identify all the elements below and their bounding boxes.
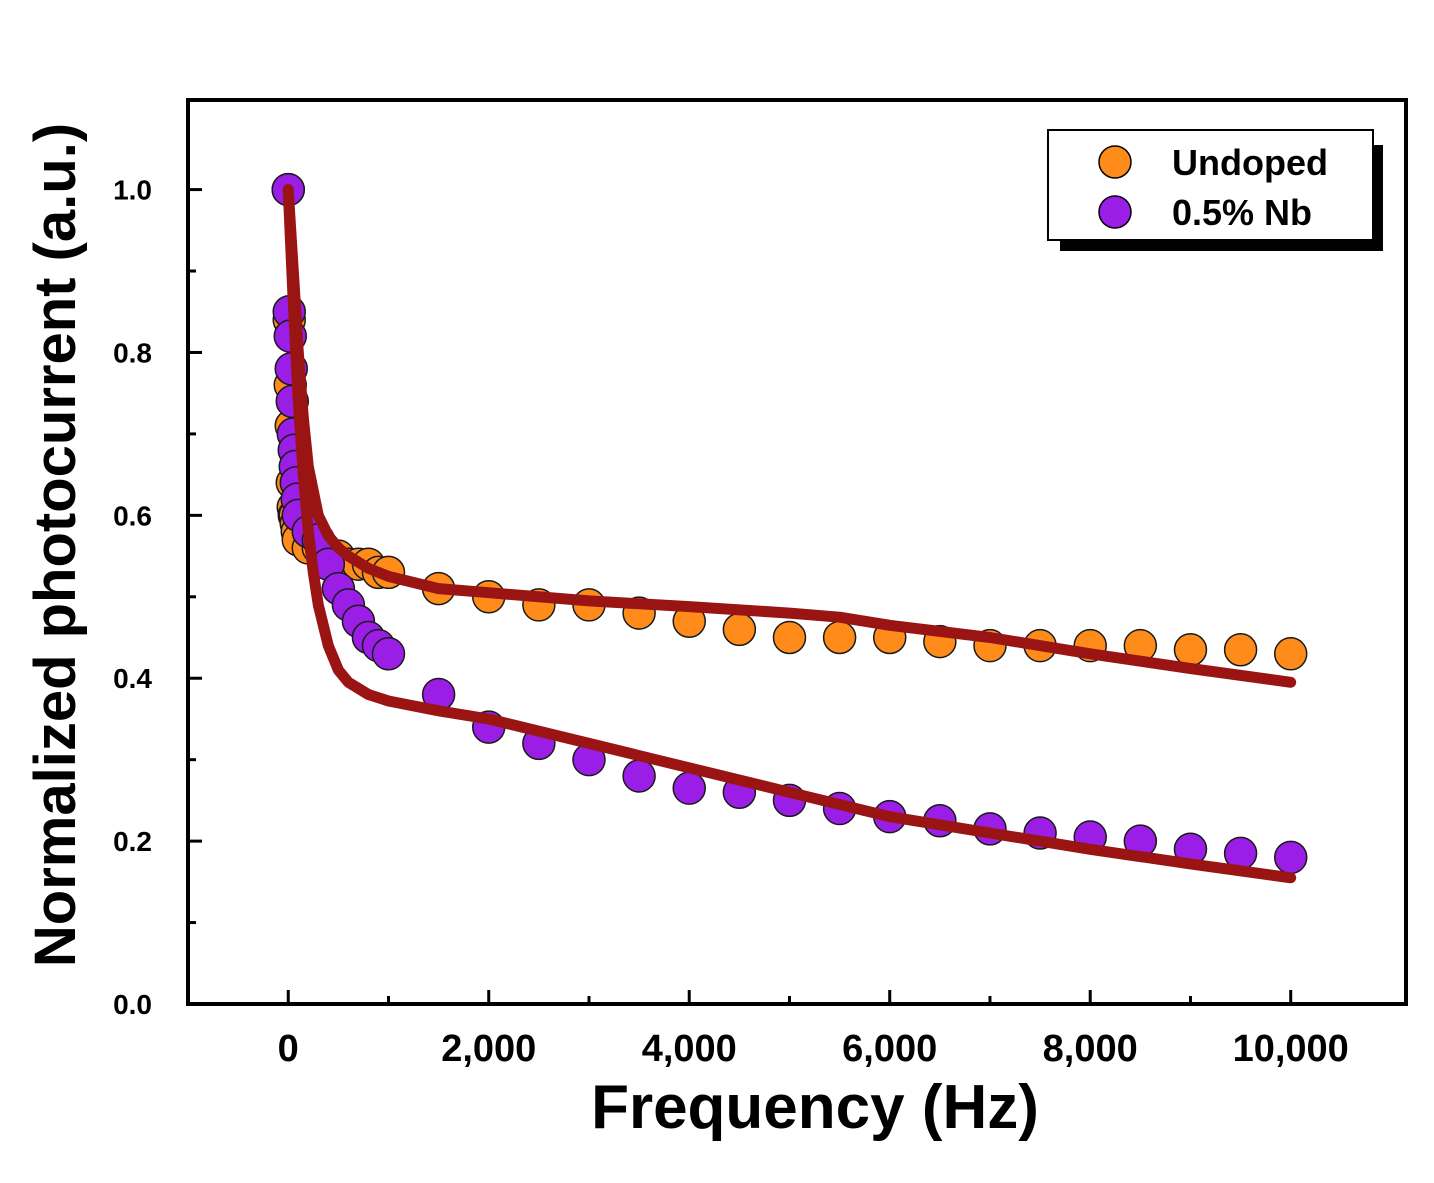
- point-0-5-nb: [672, 771, 706, 805]
- legend-marker-undoped: [1098, 145, 1132, 179]
- y-tick-label: 0.6: [113, 500, 152, 531]
- point-undoped: [722, 612, 757, 647]
- y-tick-label: 0.2: [113, 826, 152, 857]
- y-tick-label: 0.4: [113, 663, 152, 694]
- x-tick-label: 6,000: [842, 1028, 937, 1070]
- x-tick-label: 2,000: [441, 1028, 536, 1070]
- x-tick-label: 10,000: [1233, 1028, 1349, 1070]
- fit-line-0-5-nb-fit: [282, 184, 1297, 884]
- y-axis-title: Normalized photocurrent (a.u.): [23, 123, 88, 967]
- x-axis-title: Frequency (Hz): [591, 1073, 1039, 1142]
- y-tick-labels: 0.0 0.2 0.4 0.6 0.8 1.0: [113, 175, 152, 1020]
- x-tick-labels: 0 2,000 4,000 6,000 8,000 10,000: [278, 1028, 1349, 1070]
- legend: Undoped 0.5% Nb: [1047, 129, 1383, 251]
- x-tick-label: 4,000: [642, 1028, 737, 1070]
- point-0-5-nb: [1273, 840, 1308, 875]
- y-tick-label: 0.0: [113, 989, 152, 1020]
- minor-ticks: [188, 269, 1192, 1004]
- legend-label-undoped: Undoped: [1172, 142, 1328, 183]
- y-tick-label: 0.8: [113, 337, 152, 368]
- data-markers: [271, 172, 1308, 875]
- major-ticks: [188, 188, 1293, 1006]
- legend-label-nb: 0.5% Nb: [1172, 192, 1312, 233]
- x-tick-label: 0: [278, 1028, 299, 1070]
- fit-lines: [282, 184, 1297, 884]
- y-tick-label: 1.0: [113, 175, 152, 206]
- point-undoped: [1173, 632, 1208, 667]
- x-tick-label: 8,000: [1043, 1028, 1138, 1070]
- point-undoped: [1223, 632, 1258, 667]
- point-undoped: [1273, 637, 1308, 671]
- plot-frame: [186, 98, 1408, 1006]
- point-undoped: [822, 620, 857, 655]
- point-0-5-nb: [622, 759, 656, 793]
- point-0-5-nb: [371, 637, 406, 671]
- fit-line-undoped-fit: [282, 184, 1297, 688]
- point-undoped: [772, 620, 807, 655]
- legend-marker-nb: [1098, 195, 1132, 229]
